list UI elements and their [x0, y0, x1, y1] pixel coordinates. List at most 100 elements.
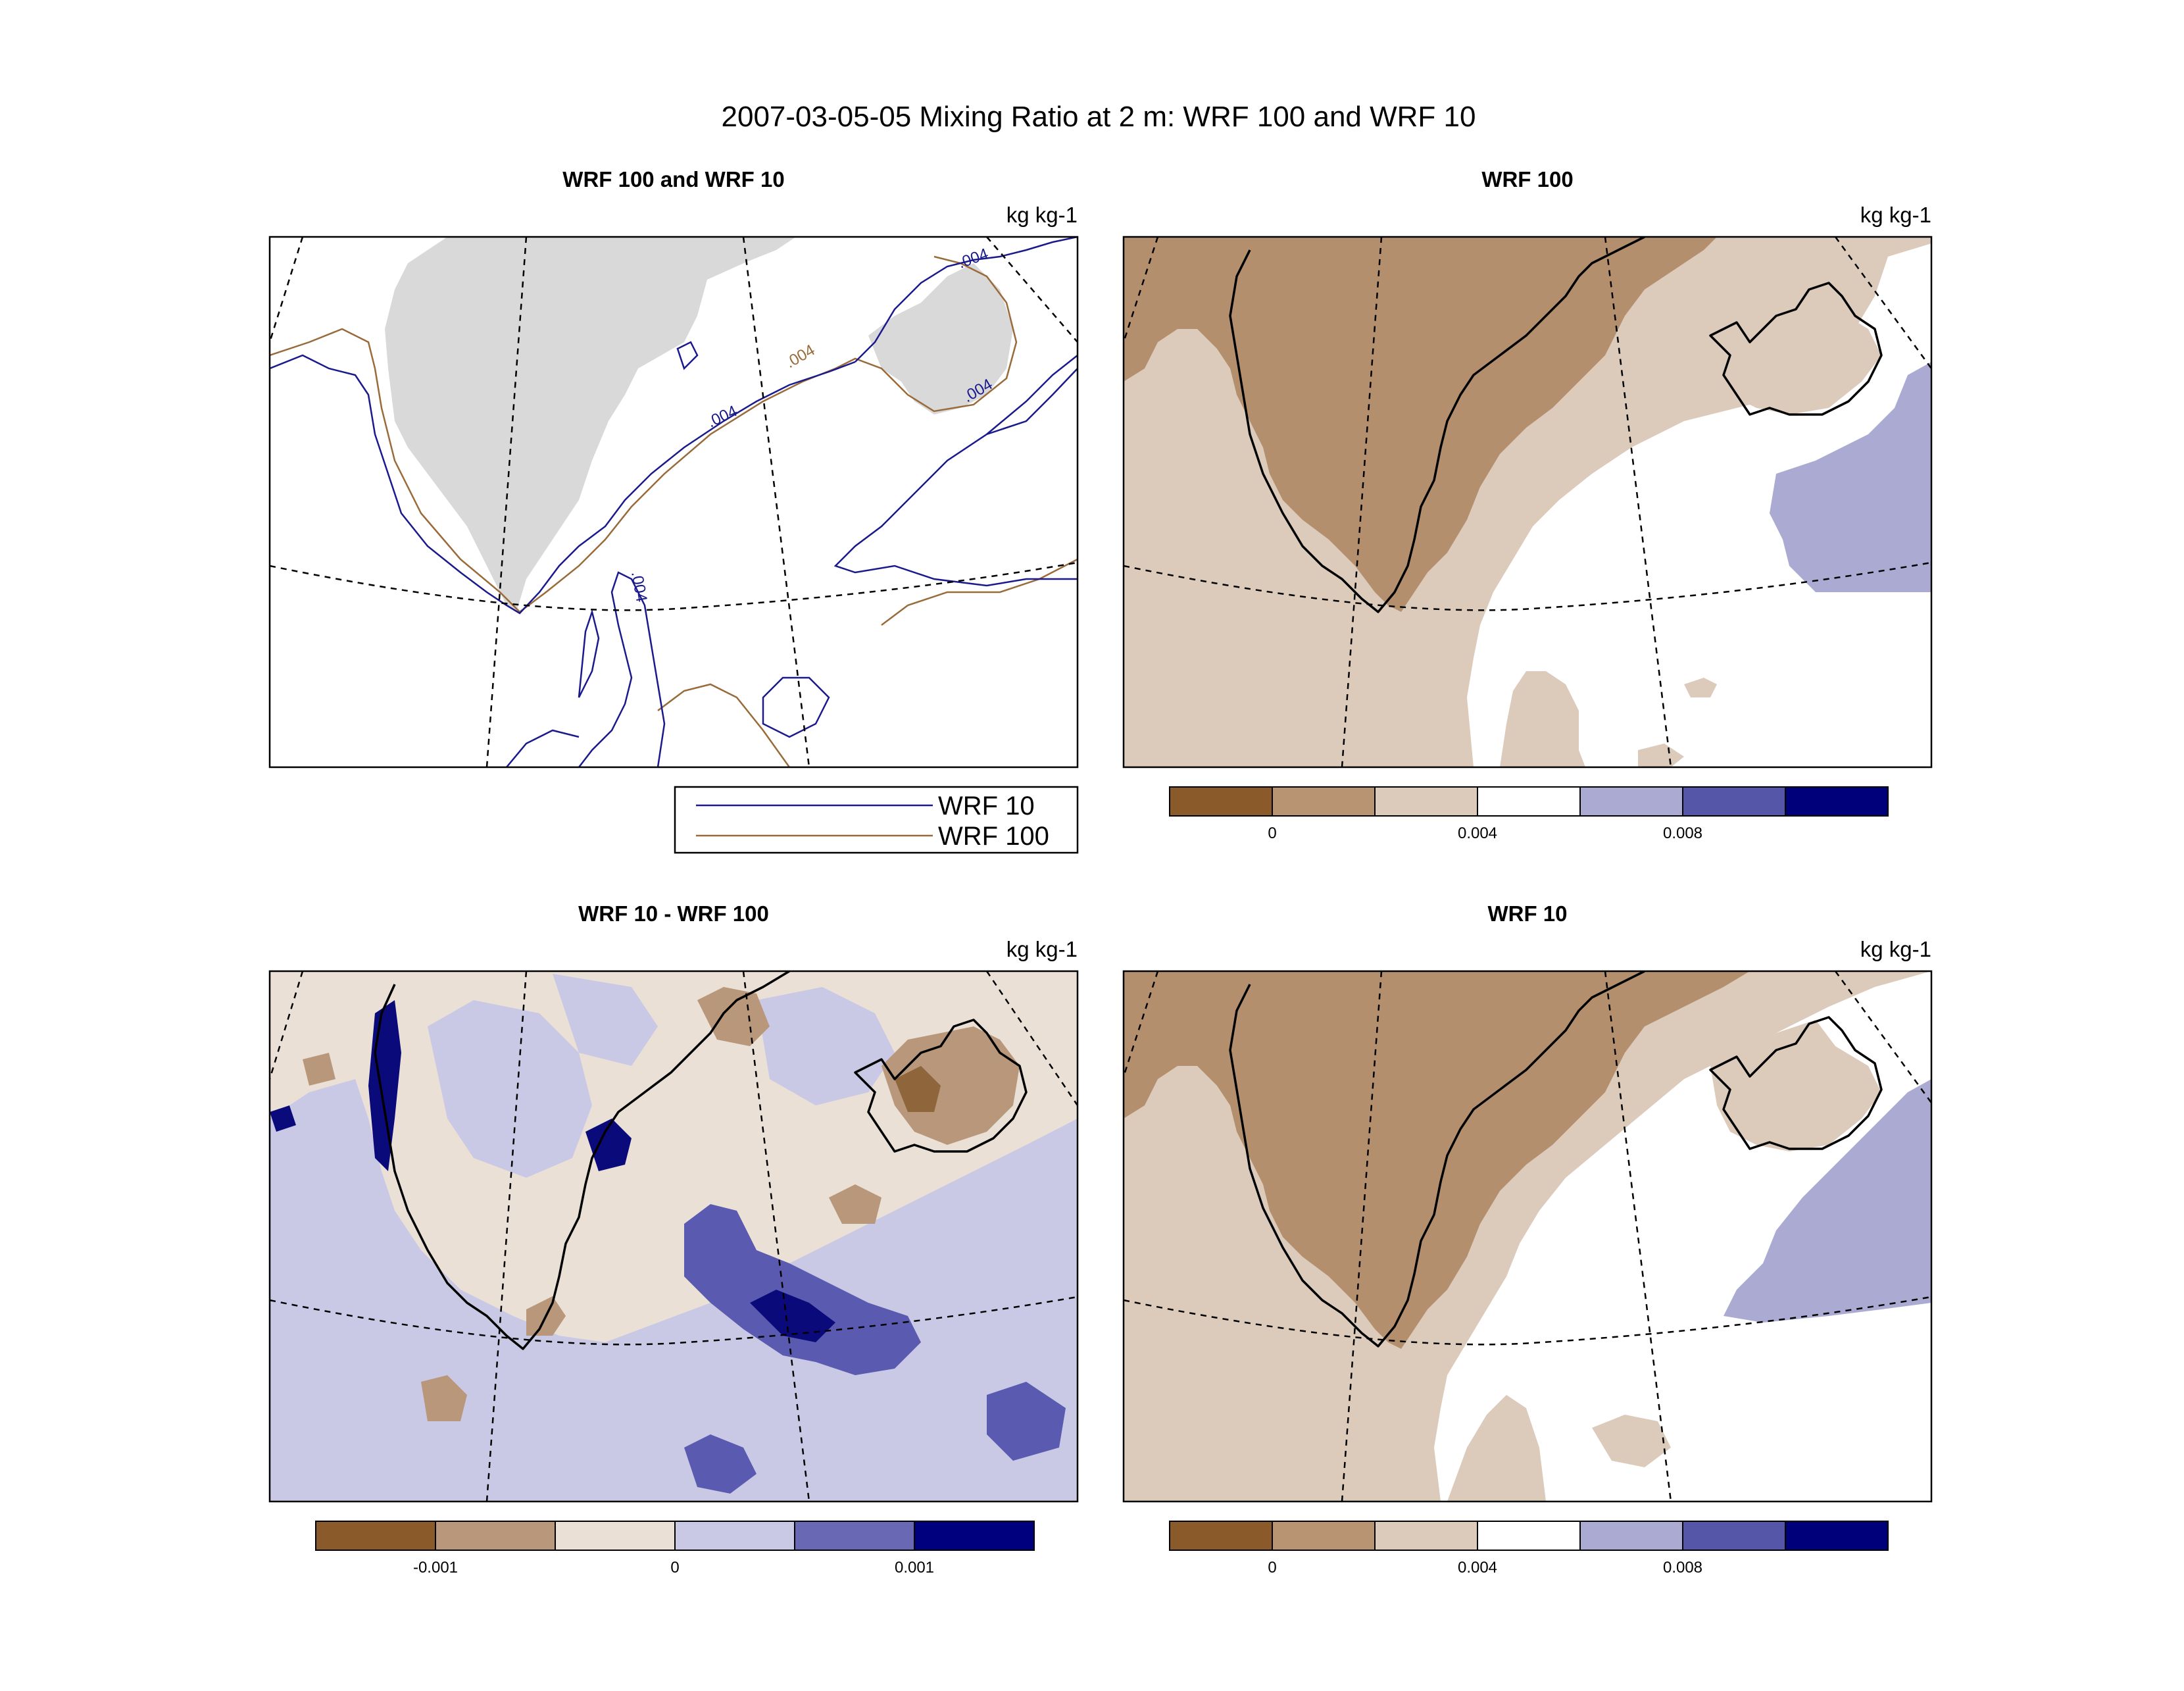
colorbar-tick-label: 0.004 [1458, 824, 1497, 842]
wrf10-contour-line-2 [855, 237, 1078, 363]
colorbar-wrf100: 0 0.004 0.008 [1169, 786, 1889, 842]
colorbar-swatch [1477, 1521, 1581, 1551]
fill-light-brown-region-2 [1710, 1020, 1881, 1151]
panel-wrf100: WRF 100 kg kg-1 0 0.004 0 [1122, 167, 1933, 842]
wrf10-contour-line [270, 354, 856, 615]
diff-brown-region [881, 1026, 1020, 1145]
panel-title-overlay: WRF 100 and WRF 10 [562, 167, 784, 191]
wrf10-contour-line-6 [762, 676, 830, 738]
diff-brown-region-3 [421, 1375, 467, 1421]
diff-mid-blue-region [684, 1204, 921, 1375]
fill-light-brown-region-2 [1500, 671, 1585, 767]
diff-dark-blue-region [750, 1290, 835, 1342]
fill-light-brown-region-4 [1447, 1395, 1546, 1502]
diff-light-blue-region [270, 1079, 1078, 1502]
colorbar-swatch [1785, 1521, 1889, 1551]
panel-overlay: WRF 100 and WRF 10 kg kg-1 .004 .004 .00… [268, 167, 1079, 854]
colorbar-swatch [1477, 786, 1581, 817]
wrf10-contour-line-5 [506, 729, 580, 767]
graticule-latitude-overlay [270, 561, 1078, 611]
coastline-greenland [1229, 237, 1645, 613]
colorbar-tick-label: 0.004 [1458, 1559, 1497, 1577]
fill-light-brown-region-3 [1684, 678, 1717, 697]
map-frame-wrf10 [1122, 970, 1933, 1503]
colorbar-swatch [1169, 1521, 1273, 1551]
main-title: 2007-03-05-05 Mixing Ratio at 2 m: WRF 1… [722, 101, 1476, 133]
diff-light-blue-region-2 [428, 1000, 592, 1178]
legend-label-wrf10: WRF 10 [938, 792, 1035, 820]
diff-light-blue-region-3 [757, 987, 895, 1105]
units-difference: kg kg-1 [1006, 937, 1078, 961]
colorbar-tick-label: -0.001 [413, 1559, 458, 1577]
diff-dark-blue-region-2 [585, 1119, 632, 1171]
graticule-latitude-difference [270, 1296, 1078, 1346]
coastline-iceland [1709, 282, 1883, 416]
wrf10-contour-line-8 [578, 609, 600, 698]
units-wrf10: kg kg-1 [1860, 937, 1931, 961]
wrf100-contour-line-3 [881, 558, 1078, 626]
units-wrf100: kg kg-1 [1860, 203, 1931, 227]
panel-title-difference: WRF 10 - WRF 100 [578, 901, 769, 926]
diff-light-blue-region-4 [553, 974, 658, 1066]
diff-brown-region-6 [303, 1053, 335, 1086]
colorbar-swatch [1682, 1521, 1786, 1551]
fill-white-region [1467, 243, 1931, 767]
fill-light-blue-region [1724, 1079, 1931, 1323]
legend: WRF 10 WRF 100 [674, 786, 1079, 854]
legend-box [674, 786, 1079, 854]
colorbar-tick-label: 0.008 [1663, 1559, 1702, 1577]
colorbar-swatch [914, 1521, 1035, 1551]
diff-dark-blue-region-3 [270, 1105, 296, 1132]
wrf10-contour-line-3 [833, 355, 1078, 587]
coastline-iceland [854, 1019, 1028, 1153]
colorbar-swatch [674, 1521, 795, 1551]
map-frame-overlay [268, 236, 1079, 769]
diff-mid-blue-region-3 [987, 1382, 1066, 1461]
fill-light-brown-region-3 [1592, 1415, 1671, 1467]
panel-title-wrf100: WRF 100 [1481, 167, 1573, 191]
units-overlay: kg kg-1 [1006, 203, 1078, 227]
colorbar-tick-label: 0 [670, 1559, 679, 1577]
coastline-iceland [1709, 1016, 1883, 1150]
colorbar-swatch [794, 1521, 915, 1551]
colorbar-difference: -0.001 0 0.001 [315, 1521, 1035, 1577]
colorbar-swatch [1169, 786, 1273, 817]
colorbar-swatch [1272, 786, 1376, 817]
legend-label-wrf100: WRF 100 [938, 822, 1049, 851]
colorbar-swatch [1579, 786, 1683, 817]
panel-difference: WRF 10 - WRF 100 kg kg-1 [268, 901, 1079, 1577]
colorbar-swatch [555, 1521, 676, 1551]
diff-dark-brown-region [895, 1066, 941, 1112]
fill-light-brown-region-4 [1638, 744, 1684, 767]
fill-dark-brown-region [1124, 971, 1750, 1349]
fill-light-brown-region-5 [1710, 283, 1881, 415]
colorbar-tick-label: 0 [1268, 824, 1276, 842]
colorbar-swatch [315, 1521, 436, 1551]
colorbar-wrf10: 0 0.004 0.008 [1169, 1521, 1889, 1577]
wrf10-contour-line-9 [676, 341, 699, 370]
coastline-greenland [374, 971, 790, 1350]
wrf100-contour-line [270, 255, 1018, 613]
coastline-greenland [1229, 971, 1645, 1348]
colorbar-swatch [1374, 1521, 1478, 1551]
iceland-land-shading [868, 263, 1013, 415]
colorbar-swatch [1682, 786, 1786, 817]
colorbar-tick-label: 0 [1268, 1559, 1276, 1577]
diff-mid-blue-region-2 [684, 1434, 757, 1494]
diff-brown-region-4 [829, 1184, 881, 1224]
colorbar-swatch [1272, 1521, 1376, 1551]
colorbar-swatch [1579, 1521, 1683, 1551]
panel-wrf10: WRF 10 kg kg-1 0 0.004 0.008 [1122, 901, 1933, 1577]
colorbar-tick-label: 0.001 [895, 1559, 934, 1577]
greenland-land-shading [385, 237, 796, 612]
colorbar-swatch [1785, 786, 1889, 817]
fill-light-blue-region [1770, 362, 1931, 592]
colorbar-swatch [1374, 786, 1478, 817]
wrf100-contour-line-2 [657, 683, 791, 767]
colorbar-tick-label: 0.008 [1663, 824, 1702, 842]
graticule-latitude-wrf100 [1124, 561, 1931, 611]
graticule-latitude-wrf10 [1124, 1296, 1931, 1346]
colorbar-swatch [435, 1521, 556, 1551]
map-frame-difference [268, 970, 1079, 1503]
